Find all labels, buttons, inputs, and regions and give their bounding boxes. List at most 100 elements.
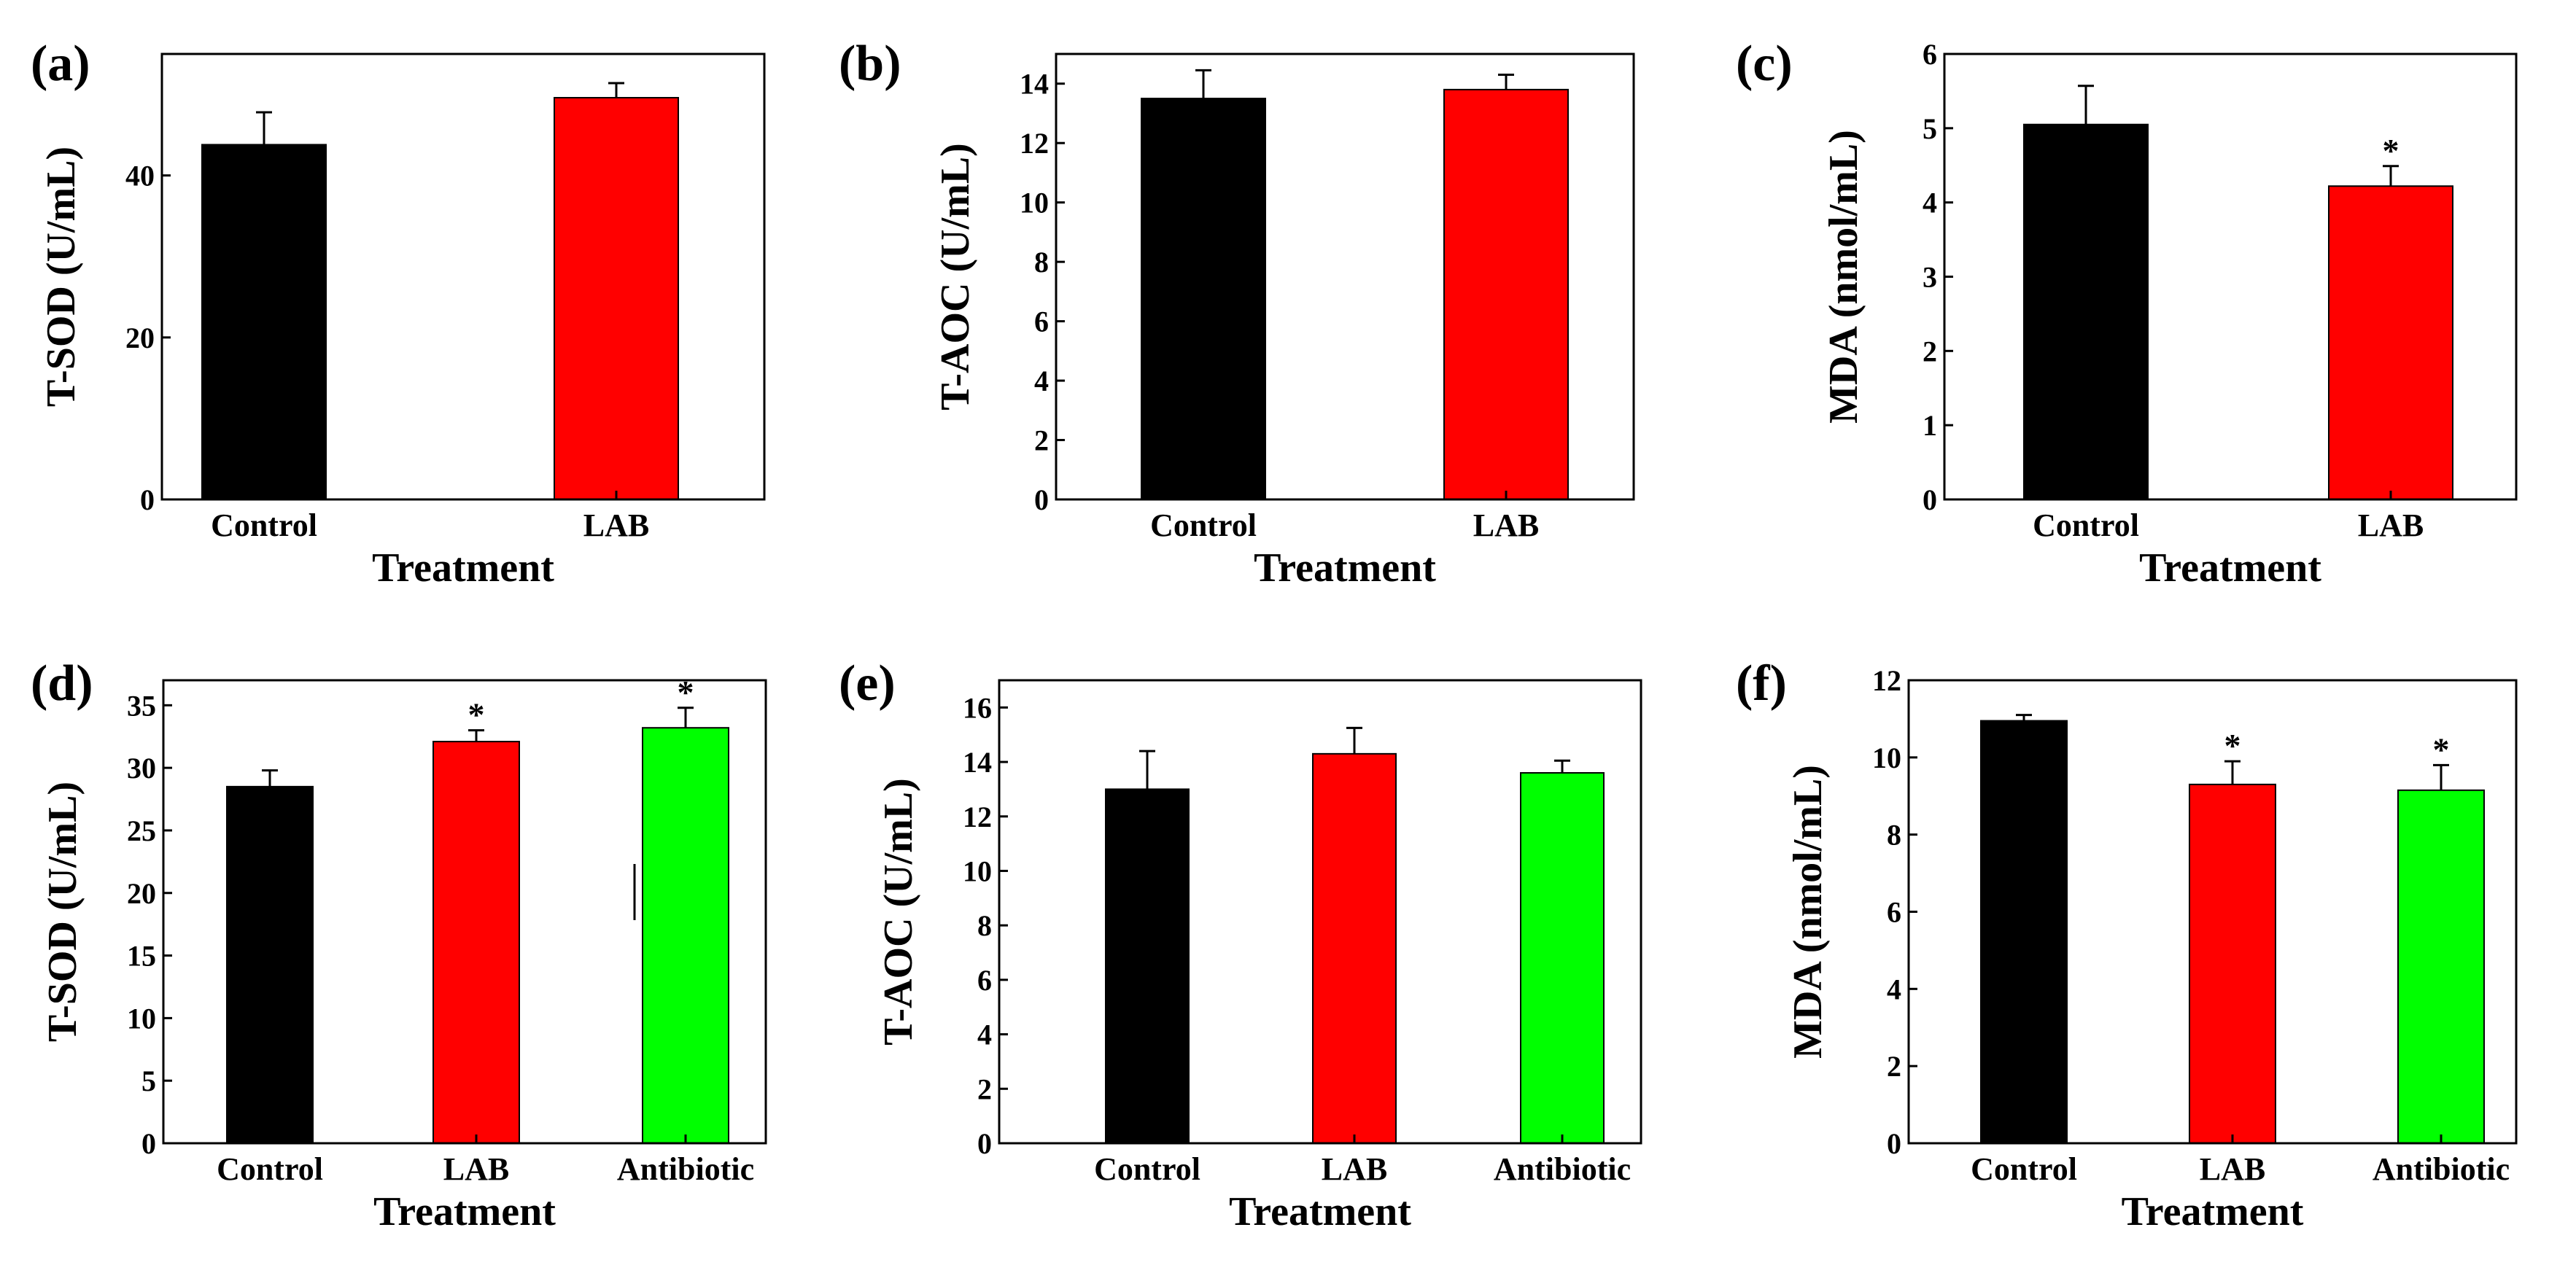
error-bar [262,769,278,787]
x-tick-label: Antibiotic [2373,1151,2510,1187]
x-tick-label: Control [1094,1151,1200,1187]
y-tick-label: 10 [963,855,992,887]
error-bar [1139,750,1155,790]
bar [1443,88,1569,500]
plot-frame [1055,52,1635,501]
x-axis-label: Treatment [2122,1189,2304,1234]
panel-label: (e) [839,655,896,712]
x-tick-label: LAB [443,1151,509,1187]
y-tick-label: 10 [1020,187,1049,219]
y-axis-label: MDA (nmol/mL) [1821,130,1866,424]
y-tick-label: 30 [127,752,156,785]
y-tick-label: 35 [127,689,156,722]
y-tick-label: 2 [977,1073,992,1105]
error-bar [2078,85,2094,125]
y-tick-label: 6 [1034,305,1049,338]
y-tick-label: 15 [127,940,156,973]
y-tick-label: 10 [127,1002,156,1035]
y-tick-label: 0 [1923,483,1937,516]
chart-panel: 0 2 4 6 8 10 12 14 Control LAB Treatment T-AOC (U/m… [839,36,1635,591]
x-axis-label: Treatment [373,1189,556,1234]
plot-frame [162,679,767,1145]
significance-marker: * [468,696,485,733]
x-tick-label: LAB [1473,507,1539,543]
bar [1105,788,1190,1144]
x-tick-label: LAB [583,507,649,543]
y-tick-label: 12 [963,801,992,833]
error-bar [1554,759,1570,773]
plot-frame [160,52,766,501]
error-bar [2016,714,2032,721]
x-tick-label: LAB [2358,507,2424,543]
y-tick-label: 6 [1923,38,1937,71]
chart-panel: 0 20 40 Control LAB Treatment T-SOD (U/mL) (a) [31,36,766,591]
y-tick-label: 16 [963,691,992,724]
x-tick-label: Control [217,1151,323,1187]
error-bar [1346,726,1362,754]
error-bar [2224,760,2241,785]
y-tick-label: 4 [1887,973,1901,1005]
significance-marker: * [2224,727,2241,764]
error-bar [2383,165,2399,187]
bar [432,741,520,1144]
y-tick-label: 40 [125,160,155,192]
panel-label: (d) [31,655,93,712]
chart-panel: * * 0 2 4 6 8 10 12 Control LAB Antibiotic Treatment… [1736,655,2518,1234]
panel-label: (b) [839,36,901,92]
plot-frame [998,679,1642,1145]
y-tick-label: 14 [963,746,992,779]
panel-label: (c) [1736,36,1793,92]
significance-marker: * [2383,132,2400,169]
y-tick-label: 8 [1034,246,1049,279]
bar [1520,772,1605,1144]
y-tick-label: 25 [127,814,156,847]
x-tick-label: LAB [2200,1151,2265,1187]
y-axis-label: T-SOD (U/mL) [40,782,85,1042]
y-tick-label: 3 [1923,261,1937,294]
y-tick-label: 20 [125,322,155,354]
x-axis-label: Treatment [372,545,554,591]
y-tick-label: 8 [1887,819,1901,852]
bar [2023,123,2149,501]
error-bar [1498,74,1514,90]
chart-panel: * 0 1 2 3 4 5 6 Control LAB Treatment MDA (nmol/mL)… [1736,36,2518,591]
panel-label: (f) [1736,655,1787,712]
y-tick-label: 12 [1020,127,1049,160]
bar [554,96,679,501]
y-tick-label: 5 [141,1064,156,1097]
y-tick-label: 2 [1034,424,1049,457]
y-tick-label: 5 [1923,112,1937,145]
y-tick-label: 0 [141,1127,156,1160]
significance-marker: * [2433,731,2450,768]
x-tick-label: LAB [1322,1151,1387,1187]
y-tick-label: 8 [977,909,992,942]
x-tick-label: Control [2033,507,2139,543]
y-tick-label: 4 [977,1019,992,1051]
bar [2328,185,2453,500]
y-tick-label: 12 [1872,664,1901,697]
error-bar [1195,69,1211,99]
bar [642,727,729,1144]
chart-panel: * * 0 5 10 15 20 25 30 35 Control LAB Antibiotic Trea… [31,655,767,1234]
y-axis-label: T-SOD (U/mL) [39,147,84,407]
y-tick-label: 0 [140,483,155,516]
x-axis-label: Treatment [1229,1189,1411,1234]
x-tick-label: Control [211,507,317,543]
y-tick-label: 6 [1887,896,1901,929]
bar [1312,752,1397,1144]
y-tick-label: 6 [977,964,992,997]
y-tick-label: 14 [1020,68,1049,101]
y-tick-label: 1 [1923,409,1937,442]
error-bar [608,82,624,98]
significance-marker: * [678,674,694,711]
x-tick-label: Antibiotic [1494,1151,1631,1187]
y-axis-label: T-AOC (U/mL) [876,778,921,1046]
y-axis-label: T-AOC (U/mL) [933,143,978,410]
y-tick-label: 2 [1887,1050,1901,1083]
panel-label: (a) [31,36,90,92]
chart-panel: 0 2 4 6 8 10 12 14 16 Control LAB Antibiotic Treatme… [839,655,1642,1234]
bar [2397,789,2485,1144]
y-tick-label: 0 [977,1127,992,1160]
bar [1980,720,2068,1144]
